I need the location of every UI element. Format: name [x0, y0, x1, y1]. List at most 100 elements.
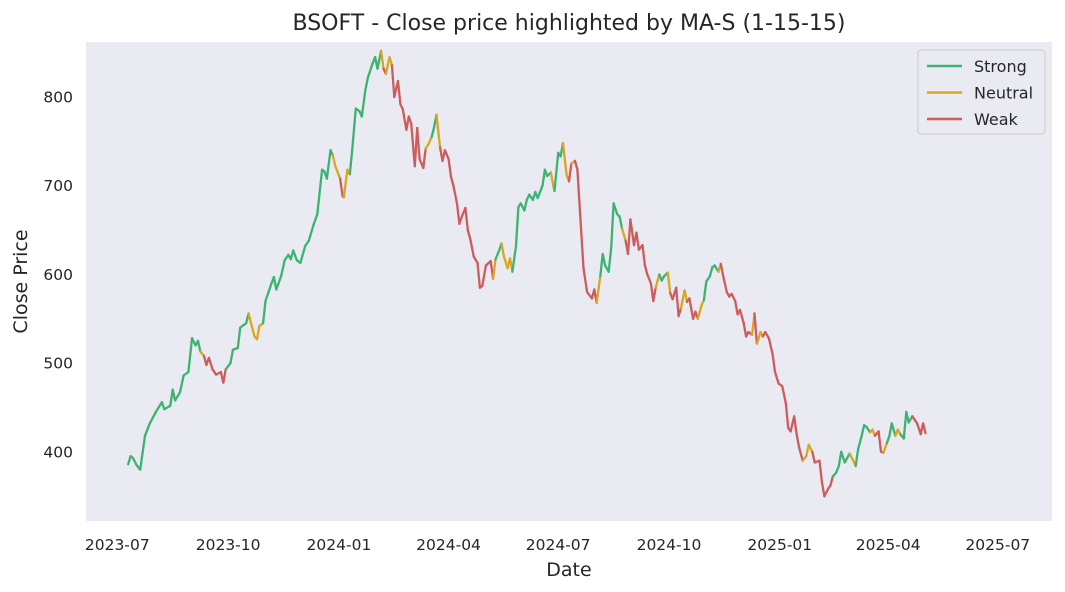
price-segment-strong	[348, 149, 354, 176]
price-segment-neutral	[561, 141, 568, 177]
price-segment-weak	[641, 243, 647, 267]
price-segment-weak	[573, 159, 579, 171]
price-segment-strong	[890, 422, 897, 437]
price-segment-strong	[366, 62, 374, 79]
price-segment-weak	[767, 337, 774, 356]
price-segment-weak	[626, 218, 632, 256]
price-segment-weak	[921, 422, 927, 435]
x-tick-label: 2025-07	[965, 536, 1030, 554]
price-segment-strong	[708, 266, 714, 278]
price-segment-strong	[187, 337, 194, 374]
x-tick-label: 2024-01	[307, 536, 372, 554]
price-segment-weak	[795, 432, 801, 449]
price-segment-weak	[784, 401, 790, 430]
price-segment-strong	[511, 244, 518, 273]
price-segment-weak	[820, 480, 826, 498]
price-segment-weak	[677, 306, 683, 318]
price-segment-weak	[688, 297, 695, 320]
chart-title: BSOFT - Close price highlighted by MA-S …	[293, 11, 846, 36]
price-segment-weak	[466, 228, 472, 241]
price-segment-weak	[730, 292, 737, 303]
price-segment-weak	[576, 168, 585, 270]
price-segment-strong	[618, 215, 624, 230]
x-tick-label: 2024-04	[416, 536, 481, 554]
price-segment-weak	[401, 108, 408, 131]
legend-label-strong: Strong	[974, 57, 1027, 76]
price-segment-strong	[430, 126, 436, 139]
price-line-segments	[127, 49, 927, 498]
price-segment-strong	[541, 168, 547, 187]
price-segment-weak	[582, 267, 589, 294]
price-segment-strong	[154, 400, 164, 414]
price-segment-neutral	[620, 227, 627, 242]
price-segment-strong	[239, 322, 248, 329]
price-segment-strong	[360, 88, 367, 118]
price-segment-strong	[840, 450, 846, 464]
y-tick-label: 700	[43, 177, 73, 195]
price-segment-strong	[292, 249, 298, 262]
price-segment-weak	[567, 162, 573, 183]
price-segment-neutral	[549, 171, 555, 187]
price-segment-weak	[222, 368, 227, 384]
price-segment-weak	[449, 175, 455, 187]
price-segment-strong	[610, 202, 615, 249]
price-segment-neutral	[848, 452, 855, 462]
price-segment-weak	[793, 415, 798, 436]
price-segment-weak	[476, 261, 482, 289]
price-segment-weak	[719, 262, 725, 278]
x-axis-label: Date	[546, 559, 591, 581]
price-segment-strong	[229, 348, 235, 365]
price-segment-strong	[236, 326, 242, 350]
y-tick-label: 400	[43, 443, 73, 461]
price-segment-neutral	[249, 322, 256, 338]
price-segment-neutral	[435, 113, 442, 149]
price-segment-neutral	[805, 443, 810, 458]
price-segment-neutral	[331, 154, 337, 168]
price-segment-weak	[771, 353, 777, 374]
price-segment-weak	[416, 126, 421, 161]
price-segment-weak	[452, 184, 459, 205]
price-segment-weak	[458, 215, 463, 225]
price-segment-strong	[275, 275, 283, 291]
price-segment-strong	[131, 456, 138, 467]
price-segment-strong	[860, 424, 866, 437]
price-segment-weak	[742, 322, 748, 338]
price-segment-weak	[338, 177, 344, 198]
price-segment-neutral	[334, 165, 342, 180]
legend-label-neutral: Neutral	[974, 84, 1033, 103]
price-segment-neutral	[426, 135, 433, 147]
price-segment-strong	[224, 361, 232, 371]
price-segment-strong	[264, 282, 273, 303]
price-segment-weak	[629, 218, 636, 247]
price-segment-weak	[207, 356, 214, 371]
price-segment-neutral	[755, 330, 762, 345]
price-segment-weak	[773, 370, 780, 385]
price-segment-neutral	[654, 273, 661, 289]
price-segment-strong	[178, 374, 185, 394]
price-segment-strong	[885, 434, 891, 445]
price-segment-strong	[299, 244, 307, 265]
price-segment-neutral	[500, 242, 506, 258]
price-segment-weak	[675, 286, 680, 318]
price-segment-weak	[481, 264, 488, 288]
price-segment-weak	[818, 459, 824, 484]
x-tick-label: 2025-04	[856, 536, 921, 554]
price-segment-strong	[854, 447, 860, 468]
price-segment-strong	[307, 223, 315, 242]
y-axis-ticks: 400 500 600 700 800	[43, 88, 73, 461]
price-segment-strong	[351, 107, 357, 152]
x-tick-label: 2023-07	[85, 536, 150, 554]
price-segment-strong	[143, 422, 151, 437]
price-segment-strong	[856, 434, 863, 451]
price-segment-weak	[443, 149, 450, 161]
price-segment-strong	[494, 249, 501, 261]
price-segment-strong	[514, 205, 520, 248]
price-segment-weak	[390, 63, 396, 99]
price-segment-neutral	[683, 289, 689, 304]
price-segment-weak	[738, 308, 745, 325]
price-segment-weak	[753, 312, 759, 345]
price-segment-weak	[823, 487, 830, 498]
legend-frame	[917, 49, 1046, 135]
price-segment-strong	[148, 410, 158, 425]
price-segment-neutral	[388, 55, 394, 67]
